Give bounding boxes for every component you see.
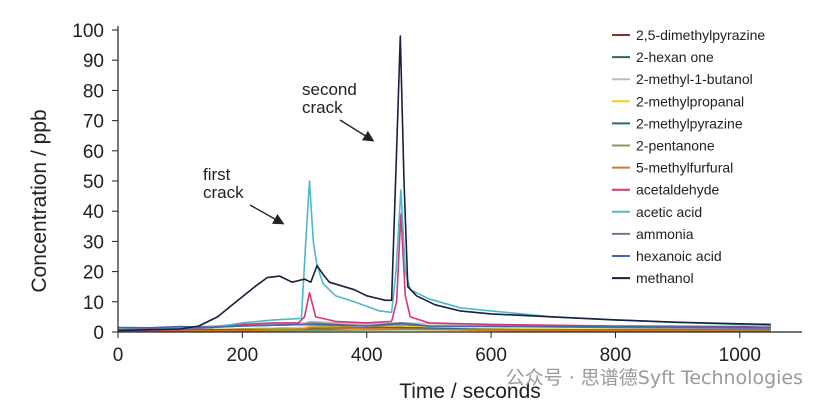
annotation-text: crack [203, 183, 244, 202]
legend-label: hexanoic acid [636, 248, 722, 264]
plot-lines [117, 35, 771, 333]
annotation-arrow [339, 119, 375, 142]
legend-label: 5-methylfurfural [636, 160, 733, 176]
x-tick-label: 200 [227, 345, 259, 366]
x-tick-label: 1000 [719, 345, 761, 366]
y-tick-label: 0 [93, 323, 104, 344]
series-line-6 [117, 326, 771, 333]
y-tick-label: 100 [72, 21, 104, 42]
series-line-8 [117, 180, 771, 330]
legend-label: acetaldehyde [636, 182, 720, 198]
y-tick-label: 20 [83, 263, 104, 284]
series-line-11 [117, 35, 771, 332]
watermark-text: 公众号 · 思谱德Syft Technologies [505, 367, 803, 389]
y-tick-label: 10 [83, 293, 104, 314]
x-tick-label: 0 [113, 345, 124, 366]
legend-label: 2-methylpropanal [636, 93, 744, 109]
legend-label: methanol [636, 270, 694, 286]
annotation-text: first [203, 165, 231, 184]
annotation-text: crack [302, 98, 343, 117]
annotation-arrow [249, 204, 285, 225]
x-axis-title: Time / seconds [399, 380, 541, 403]
series-line-7 [117, 213, 771, 332]
legend-label: 2-methyl-1-butanol [636, 71, 753, 87]
legend-label: 2,5-dimethylpyrazine [636, 27, 765, 43]
legend-label: acetic acid [636, 204, 702, 220]
legend: 2,5-dimethylpyrazine 2-hexan one 2-methyl-… [612, 27, 765, 286]
y-axis-title: Concentration / ppb [28, 109, 51, 292]
annotation-text: second [302, 80, 357, 99]
y-tick-label: 60 [83, 142, 104, 163]
legend-label: 2-methylpyrazine [636, 115, 743, 131]
y-tick-label: 80 [83, 81, 104, 102]
legend-label: 2-pentanone [636, 138, 715, 154]
legend-label: ammonia [636, 226, 694, 242]
y-tick-label: 90 [83, 51, 104, 72]
x-tick-label: 800 [600, 345, 632, 366]
legend-label: 2-hexan one [636, 49, 714, 65]
series-line-10 [117, 322, 771, 329]
y-tick-label: 50 [83, 172, 104, 193]
x-tick-label: 400 [351, 345, 383, 366]
y-tick-label: 30 [83, 232, 104, 253]
y-tick-label: 40 [83, 202, 104, 223]
x-tick-label: 600 [475, 345, 507, 366]
y-tick-label: 70 [83, 112, 104, 133]
